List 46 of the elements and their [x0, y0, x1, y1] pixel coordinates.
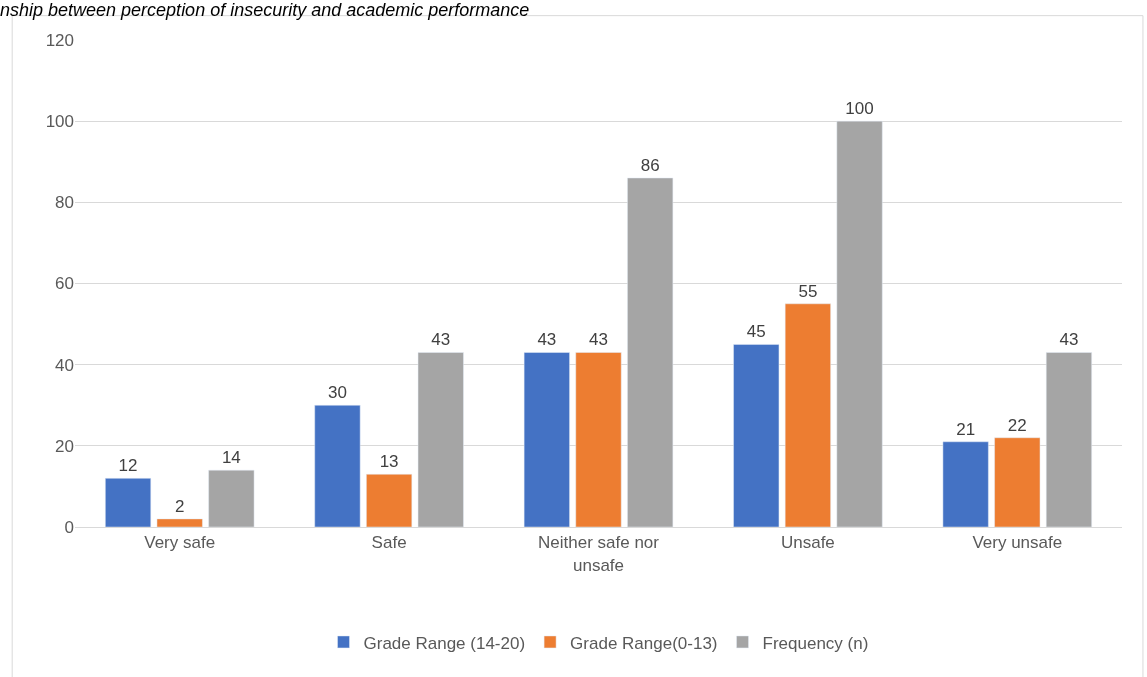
data-label: 13 — [379, 452, 399, 472]
y-tick-label: 0 — [64, 517, 74, 537]
bar — [105, 478, 152, 527]
y-tick-label: 100 — [45, 112, 74, 132]
bar — [784, 303, 831, 527]
bar — [1045, 352, 1092, 527]
bar — [417, 352, 464, 527]
bar — [314, 405, 361, 527]
x-tick-label: Unsafe — [780, 533, 835, 553]
bar — [575, 352, 622, 527]
bar — [523, 352, 570, 527]
y-tick-label: 80 — [55, 193, 74, 213]
bar — [156, 518, 203, 527]
data-label: 30 — [327, 383, 347, 403]
data-label: 55 — [798, 281, 818, 301]
bar — [836, 120, 883, 527]
bar — [208, 469, 255, 527]
data-label: 12 — [118, 456, 138, 476]
data-label: 43 — [1059, 330, 1079, 350]
y-tick-label: 120 — [45, 30, 74, 50]
data-label: 100 — [845, 99, 874, 119]
legend-label: Grade Range(0-13) — [570, 633, 718, 653]
data-label: 86 — [640, 155, 660, 175]
legend-label: Frequency (n) — [762, 633, 869, 653]
x-tick-label: Very safe — [144, 533, 216, 553]
y-tick-label: 20 — [55, 436, 74, 456]
bar — [942, 441, 989, 527]
legend-label: Grade Range (14-20) — [363, 633, 526, 653]
bar — [366, 473, 413, 527]
bar — [627, 177, 674, 527]
data-label: 45 — [746, 322, 766, 342]
data-label: 14 — [221, 448, 241, 468]
y-tick-label: 40 — [55, 355, 74, 375]
data-label: 21 — [956, 419, 976, 439]
data-label: 22 — [1007, 415, 1027, 435]
data-label: 2 — [174, 496, 185, 516]
data-label: 43 — [431, 330, 451, 350]
bar — [994, 437, 1041, 527]
x-tick-label: Safe — [371, 533, 407, 553]
chart-title: nship between perception of insecurity and academic performance — [0, 0, 530, 20]
x-tick-label: Very unsafe — [972, 533, 1063, 553]
data-label: 43 — [589, 330, 608, 350]
y-tick-label: 60 — [55, 274, 74, 294]
bar — [733, 344, 780, 527]
data-label: 43 — [537, 330, 557, 350]
x-tick-label: Neither safe nor unsafe — [538, 533, 660, 575]
